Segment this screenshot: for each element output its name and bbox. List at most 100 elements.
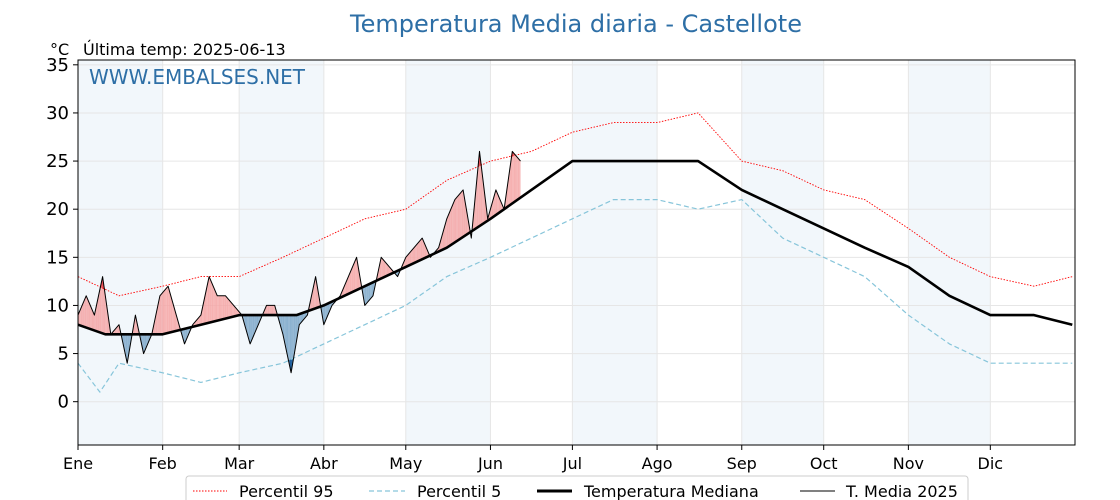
- last-temp-label: Última temp: 2025-06-13: [83, 40, 286, 59]
- above-median-fill: [407, 254, 409, 267]
- above-median-fill: [412, 247, 414, 264]
- below-median-fill: [251, 315, 253, 341]
- above-median-fill: [229, 300, 231, 318]
- x-tick-label: Ago: [642, 454, 673, 473]
- above-median-fill: [517, 157, 520, 200]
- above-median-fill: [235, 307, 237, 317]
- above-median-fill: [210, 279, 212, 323]
- series-lines: [77, 112, 1073, 393]
- above-median-fill: [418, 241, 420, 262]
- above-median-fill: [215, 292, 218, 321]
- below-median-fill: [184, 328, 186, 344]
- above-median-fill: [480, 162, 483, 226]
- below-median-fill: [288, 315, 290, 367]
- above-median-fill: [352, 263, 354, 292]
- month-shading: [78, 60, 991, 445]
- above-median-fill: [439, 238, 442, 251]
- above-median-fill: [378, 263, 380, 280]
- above-median-fill: [445, 218, 447, 249]
- x-tick-label: Mar: [224, 454, 255, 473]
- legend-label-p5: Percentil 5: [417, 482, 501, 500]
- below-median-fill: [258, 315, 260, 325]
- above-median-fill: [383, 260, 386, 278]
- series-p5: [77, 199, 1073, 393]
- above-median-fill: [228, 299, 230, 318]
- series-t2025: [77, 150, 521, 374]
- above-median-fill: [206, 282, 208, 324]
- below-median-fill: [325, 304, 327, 322]
- above-median-fill: [199, 315, 201, 326]
- x-tick-label: Jul: [562, 454, 582, 473]
- above-median-fill: [159, 294, 162, 335]
- above-median-fill: [265, 305, 267, 316]
- below-median-fill: [322, 305, 324, 325]
- above-median-fill: [80, 305, 83, 327]
- above-median-fill: [460, 191, 462, 239]
- above-median-fill: [87, 299, 89, 329]
- plot-frame: [77, 59, 1076, 446]
- above-median-fill: [207, 276, 210, 323]
- above-median-fill: [357, 265, 360, 290]
- x-tick-label: Abr: [310, 454, 338, 473]
- below-median-fill: [301, 312, 304, 322]
- above-median-fill: [99, 282, 102, 333]
- above-median-fill: [98, 289, 100, 333]
- above-median-fill: [233, 305, 236, 317]
- above-median-fill: [101, 276, 103, 334]
- above-median-fill: [454, 197, 457, 243]
- above-median-fill: [456, 196, 458, 242]
- above-median-fill: [405, 255, 408, 267]
- above-median-fill: [88, 302, 91, 330]
- x-tick-label: Feb: [149, 454, 177, 473]
- above-median-fill: [348, 273, 350, 294]
- below-median-fill: [300, 313, 302, 324]
- below-median-fill: [252, 315, 255, 338]
- above-median-fill: [420, 238, 423, 260]
- below-median-fill: [143, 334, 145, 354]
- above-median-fill: [461, 189, 464, 238]
- month-shade: [741, 60, 824, 445]
- above-median-fill: [266, 305, 268, 316]
- above-median-fill: [415, 244, 417, 263]
- above-median-fill: [351, 266, 353, 293]
- above-median-fill: [409, 250, 412, 266]
- below-median-fill: [280, 315, 282, 330]
- y-tick-label: 35: [46, 55, 69, 76]
- above-median-fill: [117, 324, 119, 335]
- above-median-fill: [273, 305, 275, 316]
- above-median-fill: [478, 151, 480, 227]
- above-median-fill: [157, 302, 159, 335]
- legend-label-t2025: T. Media 2025: [845, 482, 958, 500]
- y-tick-label: 30: [46, 103, 69, 124]
- legend: Percentil 95 Percentil 5 Temperatura Med…: [185, 475, 969, 500]
- above-median-fill: [519, 159, 521, 199]
- above-median-fill: [444, 223, 446, 249]
- x-tick-label: Nov: [893, 454, 924, 473]
- above-median-fill: [158, 295, 160, 335]
- legend-label-median: Temperatura Mediana: [583, 482, 759, 500]
- above-median-fill: [102, 276, 104, 334]
- below-median-fill: [286, 315, 289, 360]
- above-median-fill: [422, 238, 424, 260]
- below-median-fill: [371, 282, 374, 298]
- above-median-fill: [516, 156, 518, 201]
- legend-label-p95: Percentil 95: [239, 482, 334, 500]
- above-median-fill: [84, 295, 87, 328]
- above-median-fill: [386, 263, 389, 276]
- above-median-fill: [205, 289, 207, 324]
- x-tick-label: Dic: [978, 454, 1004, 473]
- above-median-fill: [166, 286, 169, 334]
- above-median-fill: [423, 241, 425, 259]
- below-median-fill: [128, 334, 130, 356]
- above-median-fill: [173, 305, 175, 332]
- above-median-fill: [79, 308, 81, 326]
- above-median-fill: [463, 189, 465, 237]
- above-median-fill: [217, 295, 219, 321]
- above-median-fill: [450, 205, 453, 245]
- above-median-fill: [495, 189, 498, 215]
- above-median-fill: [345, 279, 348, 296]
- below-median-fill: [366, 284, 368, 304]
- above-median-fill: [353, 260, 356, 292]
- above-median-fill: [314, 276, 316, 309]
